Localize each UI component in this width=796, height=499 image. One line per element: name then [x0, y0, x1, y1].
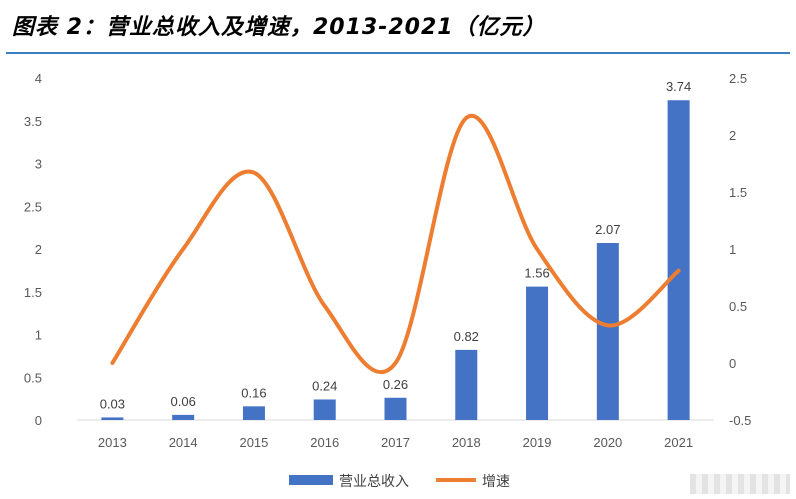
bar-data-label: 0.82: [454, 329, 479, 344]
y-right-tick-label: 1: [729, 242, 736, 257]
revenue-bar: [242, 406, 265, 420]
x-tick-label: 2020: [593, 435, 622, 450]
legend-label-revenue: 营业总收入: [339, 474, 409, 490]
y-left-tick-label: 2: [35, 242, 42, 257]
y-left-tick-label: 1: [35, 328, 42, 343]
legend-label-growth: 增速: [482, 474, 510, 490]
bar-data-label: 0.06: [171, 394, 196, 409]
x-tick-label: 2015: [239, 435, 268, 450]
y-left-tick-label: 0: [35, 413, 42, 428]
watermark: [690, 474, 790, 494]
revenue-bar: [384, 397, 407, 420]
revenue-bar: [313, 399, 336, 420]
growth-rate-line: [110, 113, 681, 374]
bar-data-label: 0.24: [312, 378, 337, 393]
y-left-tick-label: 2.5: [24, 199, 42, 214]
bar-data-label: 3.74: [666, 79, 691, 94]
chart-title: 图表 2：营业总收入及增速，2013-2021（亿元）: [12, 15, 546, 40]
chart-title-bar: 图表 2：营业总收入及增速，2013-2021（亿元）: [0, 0, 796, 46]
y-left-tick-label: 1.5: [24, 285, 42, 300]
y-left-tick-label: 0.5: [24, 370, 42, 385]
revenue-bar: [455, 349, 478, 420]
bar-data-label: 0.03: [100, 396, 125, 411]
revenue-bar: [526, 286, 549, 420]
revenue-bar: [101, 417, 124, 420]
bar-data-label: 0.26: [383, 377, 408, 392]
y-left-tick-label: 3: [35, 157, 42, 172]
x-tick-label: 2019: [523, 435, 552, 450]
y-right-tick-label: 2: [729, 128, 736, 143]
y-right-tick-label: 1.5: [729, 185, 747, 200]
x-tick-label: 2018: [452, 435, 481, 450]
bar-data-label: 2.07: [595, 222, 620, 237]
y-right-tick-label: 2.5: [729, 71, 747, 86]
y-right-tick-label: 0: [729, 356, 736, 371]
legend-swatch-revenue: [289, 475, 333, 485]
y-left-tick-label: 4: [35, 71, 42, 86]
y-right-tick-label: -0.5: [729, 413, 751, 428]
revenue-bar: [172, 414, 195, 420]
x-tick-label: 2021: [664, 435, 693, 450]
bar-data-label: 1.56: [524, 266, 549, 281]
x-tick-label: 2016: [310, 435, 339, 450]
y-right-tick-label: 0.5: [729, 299, 747, 314]
revenue-bar: [667, 100, 690, 420]
title-divider: [6, 52, 790, 54]
revenue-bar: [596, 243, 619, 420]
x-tick-label: 2017: [381, 435, 410, 450]
bar-data-label: 0.16: [241, 385, 266, 400]
y-left-tick-label: 3.5: [24, 114, 42, 129]
x-tick-label: 2014: [169, 435, 198, 450]
x-tick-label: 2013: [98, 435, 127, 450]
